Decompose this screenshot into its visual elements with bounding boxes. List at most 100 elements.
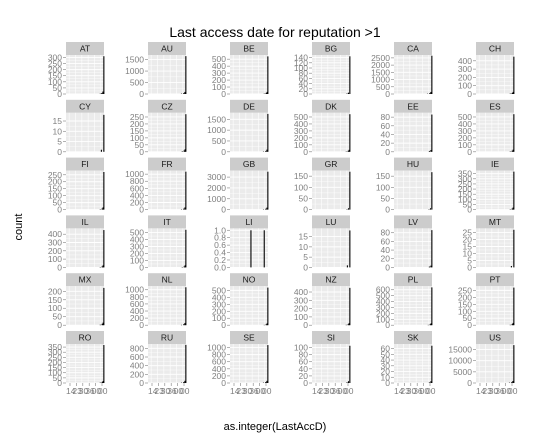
- histogram-bar: [349, 345, 351, 383]
- y-tick-label: 800: [130, 292, 144, 302]
- histogram-bar: [103, 171, 105, 210]
- y-tick-label: 150: [458, 299, 472, 309]
- y-tick-label: 200: [212, 75, 226, 85]
- y-tick-label: 0: [385, 147, 390, 157]
- y-tick-label: 20: [381, 138, 391, 148]
- facet-strip: [66, 99, 104, 113]
- y-tick-label: 80: [381, 112, 391, 122]
- y-tick-label: 300: [48, 238, 62, 248]
- y-tick-label: 100: [294, 140, 308, 150]
- x-tick-label: 00: [420, 386, 430, 396]
- facet-strip: [394, 99, 432, 113]
- facet-panel: [148, 228, 186, 268]
- facet-strip-label: IT: [163, 217, 171, 227]
- y-tick-label: 300: [212, 68, 226, 78]
- y-tick-label: 20: [299, 84, 309, 94]
- histogram-bar: [103, 114, 105, 152]
- facet-panel: [394, 112, 432, 152]
- x-tick-label: 14: [66, 386, 76, 396]
- y-tick-label: 600: [130, 352, 144, 362]
- y-tick-label: 1000: [125, 66, 144, 76]
- facet-strip-label: BE: [243, 44, 255, 54]
- facet-strip-label: FR: [161, 159, 172, 169]
- histogram-bar: [431, 287, 433, 326]
- histogram-bar: [102, 265, 104, 268]
- facet-strip: [476, 273, 514, 287]
- y-tick-label: 100: [458, 140, 472, 150]
- histogram-bar: [429, 93, 431, 94]
- histogram-bar: [431, 172, 433, 210]
- y-tick-label: 1000: [125, 169, 144, 179]
- y-tick-label: 150: [48, 295, 62, 305]
- x-tick-label: 00: [262, 386, 272, 396]
- histogram-bar: [346, 382, 348, 383]
- histogram-bar: [184, 323, 186, 326]
- y-tick-label: 0.6: [214, 240, 226, 250]
- histogram-bar: [512, 322, 514, 326]
- y-tick-label: 300: [48, 52, 62, 62]
- y-tick-label: 15: [463, 242, 473, 252]
- histogram-bar: [183, 324, 185, 326]
- y-tick-label: 400: [130, 306, 144, 316]
- y-tick-label: 0: [467, 205, 472, 215]
- histogram-bar: [267, 345, 269, 383]
- y-tick-label: 0: [303, 378, 308, 388]
- facet-strip-label: GB: [243, 159, 256, 169]
- histogram-bar: [349, 56, 351, 94]
- x-tick-label: 00: [338, 386, 348, 396]
- y-tick-label: 20: [381, 254, 391, 264]
- facet-panel: [66, 228, 104, 268]
- y-tick-label: 200: [212, 306, 226, 316]
- facet-strip-label: SE: [243, 333, 255, 343]
- facet-panel: [312, 55, 350, 94]
- x-axis-title: as.integer(LastAccD): [224, 421, 327, 433]
- facet-strip-label: US: [489, 333, 501, 343]
- facet-strip: [394, 331, 432, 344]
- facet-panel: [148, 170, 186, 210]
- y-tick-label: 300: [458, 126, 472, 136]
- x-tick-label: 36: [495, 386, 505, 396]
- histogram-bar: [184, 91, 186, 94]
- y-tick-label: 50: [53, 312, 63, 322]
- y-tick-label: 0: [139, 89, 144, 99]
- facet-panel: [312, 228, 350, 268]
- y-tick-label: 300: [294, 126, 308, 136]
- facet-strip: [66, 157, 104, 171]
- histogram-bar: [266, 207, 268, 210]
- y-tick-label: 250: [458, 179, 472, 189]
- histogram-bar: [265, 92, 267, 94]
- y-tick-label: 15: [299, 232, 309, 242]
- y-tick-label: 300: [294, 295, 308, 305]
- histogram-bar: [513, 171, 515, 210]
- x-tick-label: 30: [407, 386, 417, 396]
- y-tick-label: 60: [381, 121, 391, 131]
- facet-strip-label: EE: [407, 101, 419, 111]
- y-tick-label: 400: [130, 235, 144, 245]
- y-tick-label: 150: [48, 184, 62, 194]
- y-tick-label: 50: [135, 140, 145, 150]
- y-tick-label: 0: [139, 262, 144, 272]
- y-tick-label: 10: [381, 372, 391, 382]
- x-tick-label: 14: [148, 386, 158, 396]
- histogram-bar: [101, 208, 103, 210]
- y-tick-label: 120: [294, 58, 308, 68]
- y-tick-label: 5000: [453, 367, 472, 377]
- histogram-bar: [513, 345, 515, 383]
- y-tick-label: 200: [130, 248, 144, 258]
- facet-strip-label: NO: [243, 275, 256, 285]
- histogram-bar: [183, 150, 185, 152]
- y-tick-label: 150: [48, 71, 62, 81]
- y-tick-label: 100: [48, 303, 62, 313]
- y-tick-label: 300: [458, 64, 472, 74]
- y-tick-label: 200: [130, 119, 144, 129]
- y-tick-label: 15000: [448, 345, 472, 355]
- y-tick-label: 0: [467, 320, 472, 330]
- y-tick-label: 140: [294, 53, 308, 63]
